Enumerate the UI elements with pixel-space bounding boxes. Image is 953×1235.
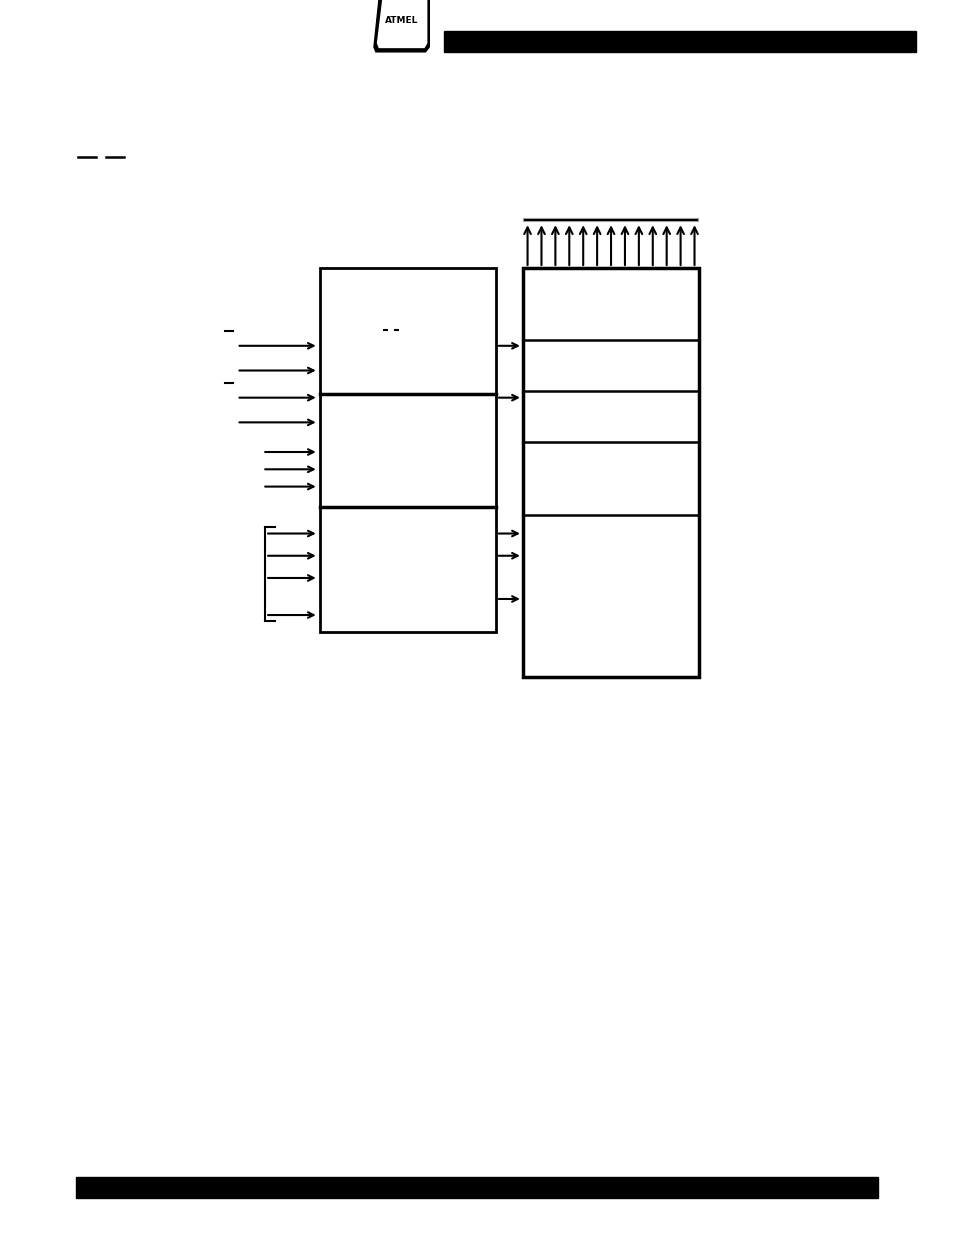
Text: ATMEL: ATMEL [385, 16, 417, 26]
Bar [443, 31, 915, 52]
Bar [76, 1177, 877, 1198]
Polygon shape [374, 0, 429, 52]
Polygon shape [376, 0, 427, 48]
Bar [319, 268, 496, 632]
Bar [522, 268, 699, 677]
